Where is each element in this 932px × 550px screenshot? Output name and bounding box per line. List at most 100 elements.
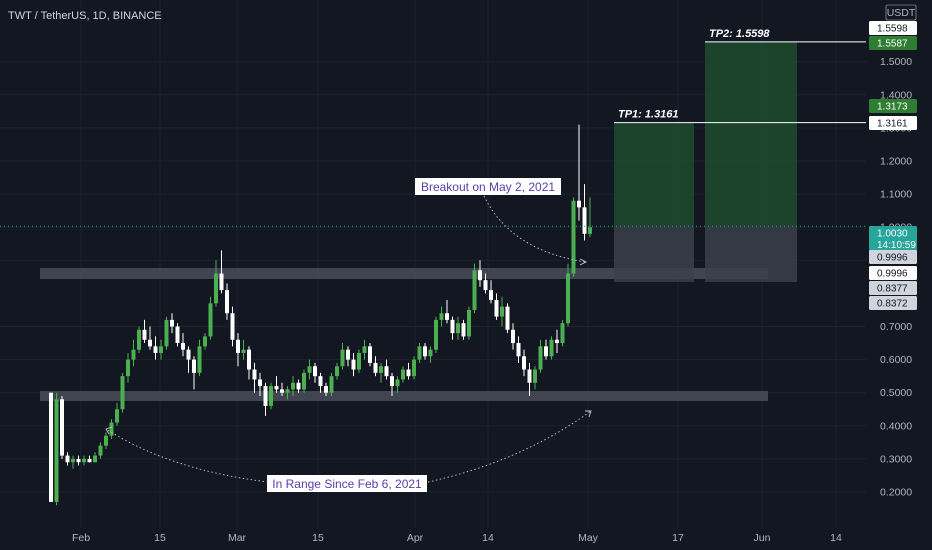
candle-body[interactable] [500, 306, 504, 317]
candle-body[interactable] [98, 445, 103, 456]
candles[interactable] [49, 124, 592, 506]
candle-body[interactable] [225, 290, 229, 314]
candle-body[interactable] [219, 273, 224, 291]
candle-body[interactable] [126, 359, 130, 377]
candle-body[interactable] [582, 207, 587, 234]
candle-body[interactable] [324, 386, 328, 393]
candle-body[interactable] [269, 386, 273, 406]
candle-body[interactable] [412, 359, 416, 377]
candle-body[interactable] [148, 339, 152, 347]
candle-body[interactable] [49, 392, 53, 502]
candle-body[interactable] [197, 346, 202, 373]
candle-body[interactable] [159, 346, 163, 353]
candle-body[interactable] [192, 359, 196, 373]
candle-body[interactable] [186, 349, 191, 360]
candle-body[interactable] [505, 306, 510, 330]
candle-body[interactable] [357, 352, 361, 370]
price-axis[interactable]: 0.20000.30000.40000.50000.60000.70000.90… [869, 21, 917, 499]
candle-body[interactable] [247, 349, 251, 370]
candle-body[interactable] [489, 290, 493, 301]
candle-body[interactable] [395, 379, 400, 387]
candle-body[interactable] [104, 435, 108, 446]
candle-body[interactable] [236, 339, 240, 353]
candle-body[interactable] [511, 329, 515, 344]
candle-body[interactable] [120, 376, 125, 410]
candle-body[interactable] [434, 319, 438, 350]
candle-body[interactable] [533, 369, 537, 383]
candle-body[interactable] [368, 346, 372, 363]
candle-body[interactable] [346, 349, 350, 360]
candle-body[interactable] [296, 382, 301, 390]
candle-body[interactable] [577, 200, 581, 208]
candle-body[interactable] [566, 273, 570, 324]
candle-body[interactable] [274, 386, 279, 390]
candle-body[interactable] [153, 346, 158, 353]
candle-body[interactable] [175, 326, 180, 344]
candle-body[interactable] [93, 455, 97, 463]
candle-body[interactable] [472, 270, 477, 310]
candle-body[interactable] [467, 309, 471, 337]
candle-body[interactable] [60, 399, 64, 456]
candle-body[interactable] [263, 386, 268, 406]
candle-body[interactable] [181, 343, 185, 350]
candle-body[interactable] [379, 366, 383, 373]
candle-body[interactable] [390, 376, 394, 387]
candle-body[interactable] [478, 270, 482, 281]
candle-body[interactable] [340, 349, 345, 367]
candle-body[interactable] [280, 389, 284, 393]
candle-body[interactable] [313, 366, 317, 377]
candle-body[interactable] [302, 372, 306, 390]
candle-body[interactable] [285, 389, 290, 393]
candle-body[interactable] [87, 458, 92, 463]
candle-body[interactable] [571, 200, 576, 274]
candle-body[interactable] [423, 346, 427, 357]
candle-body[interactable] [406, 369, 411, 377]
candle-body[interactable] [483, 280, 488, 291]
candle-body[interactable] [65, 455, 70, 463]
candle-body[interactable] [230, 313, 235, 340]
candle-body[interactable] [131, 349, 136, 360]
candle-body[interactable] [137, 329, 141, 350]
candle-body[interactable] [401, 369, 405, 380]
candle-body[interactable] [71, 458, 75, 463]
candle-body[interactable] [560, 323, 565, 344]
candle-body[interactable] [203, 336, 207, 347]
candle-body[interactable] [115, 409, 119, 423]
candle-body[interactable] [544, 346, 548, 357]
candle-body[interactable] [318, 376, 323, 387]
candle-body[interactable] [516, 343, 521, 357]
candle-body[interactable] [494, 300, 499, 317]
candle-body[interactable] [538, 346, 543, 370]
candle-body[interactable] [307, 366, 312, 373]
candle-body[interactable] [258, 379, 262, 387]
candle-body[interactable] [214, 273, 218, 304]
candle-body[interactable] [109, 422, 114, 436]
candle-body[interactable] [54, 399, 59, 502]
candle-body[interactable] [456, 323, 460, 334]
candle-body[interactable] [362, 346, 367, 353]
candle-body[interactable] [461, 323, 466, 337]
candle-body[interactable] [142, 329, 147, 340]
candle-body[interactable] [76, 458, 81, 463]
candle-body[interactable] [335, 366, 339, 377]
candle-body[interactable] [82, 458, 86, 463]
candle-body[interactable] [291, 382, 295, 390]
candle-body[interactable] [252, 369, 257, 380]
candle-body[interactable] [439, 313, 444, 320]
candle-body[interactable] [445, 313, 449, 320]
candle-body[interactable] [384, 366, 389, 377]
candle-body[interactable] [329, 376, 334, 393]
candle-body[interactable] [351, 359, 356, 370]
candle-body[interactable] [373, 362, 378, 373]
candle-body[interactable] [417, 346, 422, 360]
candle-body[interactable] [164, 319, 169, 347]
time-axis[interactable]: Feb 15 Mar 15 Apr 14 May 17 Jun 14 [72, 532, 842, 544]
candle-body[interactable] [527, 369, 532, 383]
candle-body[interactable] [208, 303, 213, 337]
candle-body[interactable] [241, 349, 246, 353]
candle-body[interactable] [549, 339, 554, 357]
candle-body[interactable] [522, 356, 526, 370]
candle-body[interactable] [428, 349, 433, 357]
candle-body[interactable] [555, 339, 559, 344]
